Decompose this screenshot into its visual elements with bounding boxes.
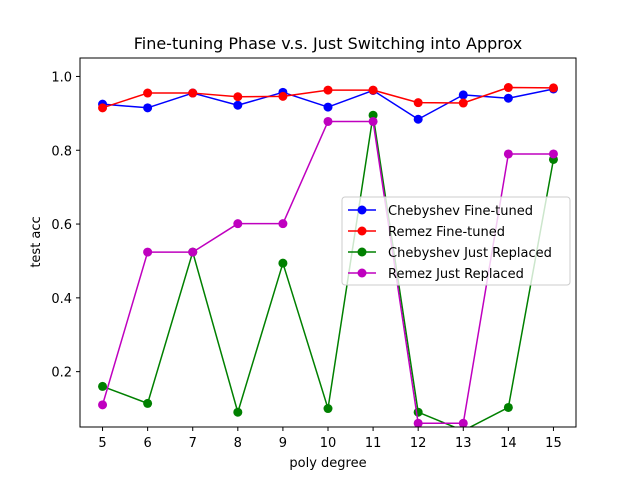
legend-item: Remez Fine-tuned xyxy=(348,225,505,240)
legend-label: Chebyshev Fine-tuned xyxy=(388,204,533,219)
legend-label: Chebyshev Just Replaced xyxy=(388,246,552,261)
legend-swatch-marker xyxy=(357,247,367,257)
x-axis: 5 6 7 8 9 10 11 12 13 14 15 xyxy=(98,427,562,451)
legend-swatch-marker xyxy=(357,268,367,278)
data-point xyxy=(233,407,243,417)
data-point xyxy=(413,114,423,124)
data-point xyxy=(323,404,333,414)
data-point xyxy=(278,91,288,101)
chart-title: Fine-tuning Phase v.s. Just Switching in… xyxy=(134,34,523,53)
data-point xyxy=(233,100,243,110)
data-point xyxy=(458,90,468,100)
x-tick-label: 5 xyxy=(98,436,106,451)
legend-label: Remez Just Replaced xyxy=(388,267,524,282)
y-tick-label: 1.0 xyxy=(51,70,72,85)
data-point xyxy=(98,381,108,391)
x-tick-label: 8 xyxy=(234,436,242,451)
y-axis: 0.2 0.4 0.6 0.8 1.0 xyxy=(51,70,80,381)
data-point xyxy=(188,247,198,257)
y-tick-label: 0.2 xyxy=(51,366,72,381)
x-tick-label: 11 xyxy=(365,436,382,451)
data-point xyxy=(548,83,558,93)
data-point xyxy=(233,92,243,102)
data-point xyxy=(143,247,153,257)
legend-item: Chebyshev Just Replaced xyxy=(348,246,552,261)
data-point xyxy=(503,402,513,412)
data-point xyxy=(503,93,513,103)
data-point xyxy=(413,407,423,417)
data-point xyxy=(98,400,108,410)
legend-box xyxy=(341,196,571,286)
data-point xyxy=(548,149,558,159)
x-tick-label: 6 xyxy=(143,436,151,451)
legend-item: Chebyshev Fine-tuned xyxy=(348,204,533,219)
x-tick-label: 15 xyxy=(545,436,562,451)
x-tick-label: 12 xyxy=(410,436,427,451)
legend-label: Remez Fine-tuned xyxy=(388,225,505,240)
data-point xyxy=(368,110,378,120)
data-point xyxy=(503,83,513,93)
y-tick-label: 0.6 xyxy=(51,218,72,233)
data-point xyxy=(413,98,423,108)
data-point xyxy=(278,219,288,229)
legend-swatch-marker xyxy=(357,226,367,236)
legend: Chebyshev Fine-tuned Remez Fine-tuned Cheb… xyxy=(341,196,571,286)
x-tick-label: 10 xyxy=(320,436,337,451)
data-point xyxy=(323,116,333,126)
legend-swatch-marker xyxy=(357,205,367,215)
y-axis-label: test acc xyxy=(29,216,44,267)
data-point xyxy=(368,116,378,126)
data-point xyxy=(458,98,468,108)
data-point xyxy=(233,219,243,229)
series-3 xyxy=(98,116,558,427)
series-1 xyxy=(98,83,558,113)
x-tick-label: 13 xyxy=(455,436,472,451)
x-tick-label: 14 xyxy=(500,436,517,451)
legend-item: Remez Just Replaced xyxy=(348,267,524,282)
data-point xyxy=(143,88,153,98)
data-point xyxy=(323,102,333,112)
data-point xyxy=(143,103,153,113)
data-point xyxy=(188,88,198,98)
series-layer xyxy=(98,83,558,427)
data-point xyxy=(278,258,288,268)
y-tick-label: 0.4 xyxy=(51,292,72,307)
data-point xyxy=(143,398,153,408)
data-point xyxy=(98,103,108,113)
x-tick-label: 9 xyxy=(279,436,287,451)
y-tick-label: 0.8 xyxy=(51,144,72,159)
data-point xyxy=(503,149,513,159)
data-point xyxy=(413,418,423,427)
data-point xyxy=(323,85,333,95)
x-axis-label: poly degree xyxy=(289,456,366,471)
x-tick-label: 7 xyxy=(189,436,197,451)
data-point xyxy=(458,418,468,427)
data-point xyxy=(368,85,378,95)
